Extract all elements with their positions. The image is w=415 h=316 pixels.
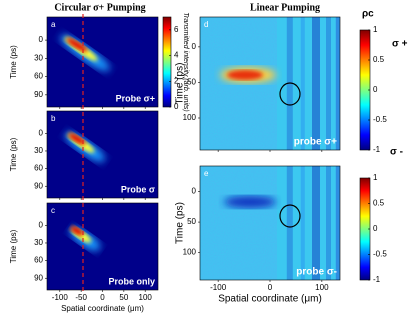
heat-stripe xyxy=(300,17,305,150)
y-axis-label: Time (ps) xyxy=(9,137,18,171)
x-tick-label: 0 xyxy=(268,283,273,292)
left-title: Circular σ+ Pumping xyxy=(54,2,145,13)
colorbar-tick-label: -1 xyxy=(373,275,381,284)
probe-label: probe σ+ xyxy=(294,137,337,148)
colorbar-tick-label: 2 xyxy=(174,76,179,85)
heat-stripe xyxy=(335,166,340,280)
y-tick-label: 30 xyxy=(34,238,43,247)
colorbar-tick-label: 6 xyxy=(174,25,179,34)
y-tick-label: 0 xyxy=(192,42,197,51)
x-tick-label: 50 xyxy=(119,293,128,302)
y-tick-label: 90 xyxy=(34,90,43,99)
y-tick-label: 30 xyxy=(34,146,43,155)
panel-letter: b xyxy=(51,114,56,123)
colorbar-top-label: σ + xyxy=(392,39,408,50)
colorbar-tick-label: 4 xyxy=(174,51,179,60)
colorbar-label: Transmitted intensity (arb. units) xyxy=(182,12,189,111)
heat-stripe xyxy=(286,166,293,280)
heat-stripe xyxy=(326,17,331,150)
colorbar-tick-label: 0.5 xyxy=(373,55,385,64)
colorbar-tick-label: 0 xyxy=(373,85,378,94)
colorbar-tick-label: 0.5 xyxy=(373,199,385,208)
y-tick-label: 100 xyxy=(183,248,197,257)
colorbar xyxy=(360,178,370,280)
x-tick-label: -100 xyxy=(210,283,227,292)
colorbar xyxy=(163,17,171,107)
heat-noise xyxy=(200,17,277,150)
y-tick-label: 0 xyxy=(192,187,197,196)
y-tick-label: 0 xyxy=(39,35,44,44)
y-axis-label: Time (ps) xyxy=(175,63,186,105)
y-axis-label: Time (ps) xyxy=(9,45,18,79)
heatmap xyxy=(200,166,340,280)
colorbar-tick-label: 1 xyxy=(373,25,378,34)
heat-bg xyxy=(47,203,158,290)
heatmap xyxy=(47,203,158,290)
y-tick-label: 0 xyxy=(39,220,44,229)
colorbar-tick-label: 0 xyxy=(373,224,378,233)
heat-stripe xyxy=(312,166,320,280)
heat-blob xyxy=(227,70,263,80)
heat-noise xyxy=(200,166,277,280)
y-tick-label: 60 xyxy=(34,72,43,81)
heatmap xyxy=(200,17,340,150)
heat-core xyxy=(68,133,86,145)
y-tick-label: 50 xyxy=(187,217,196,226)
panel-letter: a xyxy=(51,20,56,29)
marker-circle xyxy=(279,204,301,228)
x-axis-label: Spatial coordinate (μm) xyxy=(218,294,322,305)
probe-label: Probe σ+ xyxy=(116,93,155,103)
probe-label: probe σ- xyxy=(296,267,337,278)
probe-label: Probe only xyxy=(108,276,155,286)
colorbar-tick-label: 0 xyxy=(174,102,179,111)
x-tick-label: 100 xyxy=(139,293,153,302)
colorbar-bottom-label: σ - xyxy=(390,147,403,158)
y-tick-label: 60 xyxy=(34,164,43,173)
colorbar-tick-label: -0.5 xyxy=(373,115,387,124)
heat-core xyxy=(70,226,84,236)
colorbar-frame xyxy=(162,16,172,108)
x-tick-label: -50 xyxy=(75,293,87,302)
x-tick-label: 100 xyxy=(315,283,329,292)
heat-core xyxy=(66,38,88,52)
heat-stripe xyxy=(335,17,340,150)
colorbar-tick-label: -1 xyxy=(373,145,381,154)
heatmap xyxy=(47,111,158,198)
y-tick-label: 50 xyxy=(187,78,196,87)
heatmap xyxy=(47,17,158,107)
right-title: Linear Pumping xyxy=(250,2,320,13)
panel-letter: e xyxy=(204,169,209,178)
panel-letter: d xyxy=(204,20,208,29)
heat-stripe xyxy=(312,17,320,150)
panel-letter: c xyxy=(51,206,55,215)
heat-blob xyxy=(224,196,276,208)
y-tick-label: 90 xyxy=(34,181,43,190)
y-tick-label: 100 xyxy=(183,113,197,122)
colorbar-tick-label: -0.5 xyxy=(373,250,387,259)
marker-circle xyxy=(279,82,301,106)
colorbar-label: ρc xyxy=(362,9,374,20)
colorbar-tick-label: 1 xyxy=(373,173,378,182)
heat-stripe xyxy=(300,166,305,280)
y-tick-label: 90 xyxy=(34,273,43,282)
y-tick-label: 60 xyxy=(34,256,43,265)
x-axis-label: Spatial coordinate (μm) xyxy=(61,304,144,313)
x-tick-label: 0 xyxy=(100,293,105,302)
heat-stripe xyxy=(326,166,331,280)
y-tick-label: 30 xyxy=(34,53,43,62)
y-tick-label: 0 xyxy=(39,128,44,137)
colorbar xyxy=(360,30,370,150)
y-axis-label: Time (ps) xyxy=(175,202,186,244)
y-axis-label: Time (ps) xyxy=(9,229,18,263)
probe-label: Probe σ xyxy=(121,184,155,194)
x-tick-label: -100 xyxy=(52,293,69,302)
